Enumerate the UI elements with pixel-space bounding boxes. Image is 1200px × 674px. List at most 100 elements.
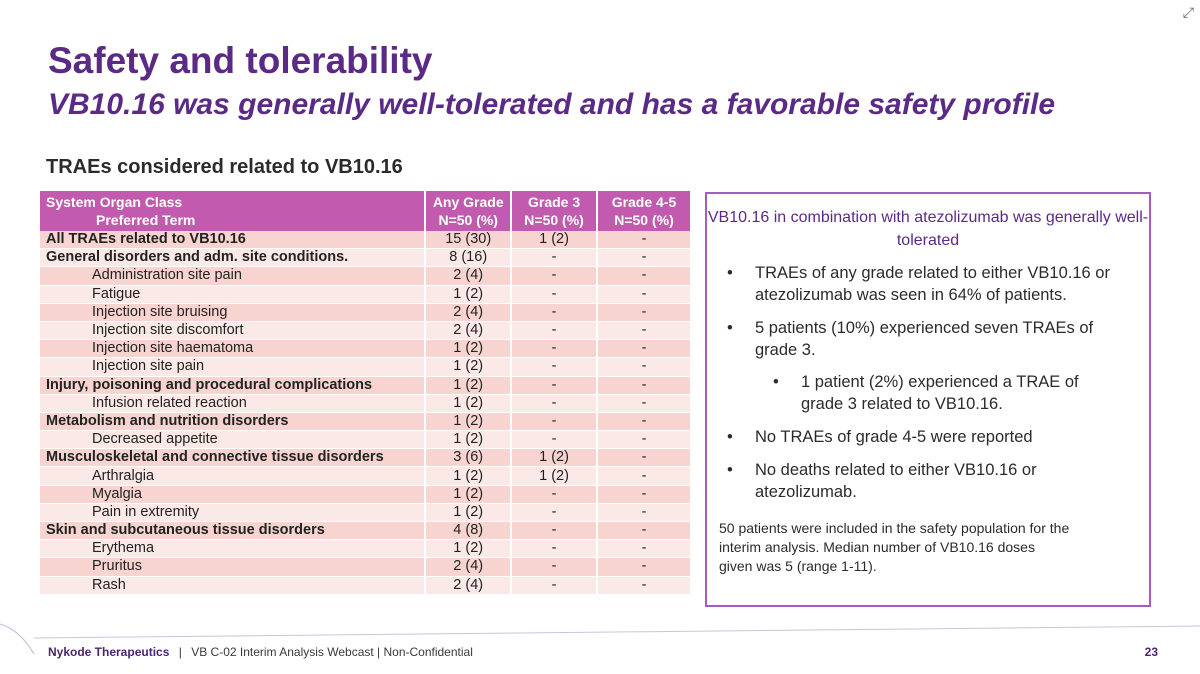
table-row: Injection site discomfort 2 (4) - - [40,321,690,341]
cell-grade-4-5: - [596,303,690,322]
summary-heading: VB10.16 in combination with atezolizumab… [707,209,1149,249]
cell-grade-4-5: - [596,285,690,304]
table-row: Decreased appetite 1 (2) - - [40,430,690,450]
cell-term: General disorders and adm. site conditio… [40,248,427,268]
cell-any-grade: 2 (4) [425,321,513,341]
cell-any-grade: 1 (2) [425,394,513,413]
cell-grade-3: - [511,248,598,268]
footer-divider [0,623,1200,655]
header-grade-3: Grade 3 N=50 (%) [511,191,598,231]
cell-term: Myalgia [40,485,427,504]
header-system-organ-class: System Organ Class Preferred Term [40,191,427,231]
cell-term: Administration site pain [40,266,427,286]
cell-grade-4-5: - [596,321,690,341]
cell-grade-3: - [511,503,598,523]
cell-grade-3: 1 (2) [511,231,598,250]
table-row: Arthralgia 1 (2) 1 (2) - [40,466,690,486]
cell-grade-3: - [511,430,598,450]
cell-grade-3: - [511,321,598,341]
cell-grade-4-5: - [596,576,690,595]
cell-grade-4-5: - [596,485,690,504]
cell-grade-3: - [511,539,598,559]
cell-any-grade: 15 (30) [425,231,513,250]
cell-any-grade: 1 (2) [425,285,513,304]
bullet-dot: • [727,428,733,446]
summary-bullet: • TRAEs of any grade related to either V… [727,262,1127,306]
cell-any-grade: 2 (4) [425,557,513,577]
table-body: All TRAEs related to VB10.16 15 (30) 1 (2)… [40,231,690,595]
table-heading: TRAEs considered related to VB10.16 [46,156,403,178]
cell-grade-3: - [511,376,598,395]
cell-grade-4-5: - [596,521,690,541]
cell-term: Pain in extremity [40,503,427,523]
bullet-dot: • [727,319,733,337]
cell-any-grade: 4 (8) [425,521,513,541]
cell-grade-3: - [511,576,598,595]
table-row: General disorders and adm. site conditio… [40,248,690,268]
cell-term: Injection site discomfort [40,321,427,341]
table-row: Pain in extremity 1 (2) - - [40,503,690,523]
cell-grade-4-5: - [596,248,690,268]
header-any-grade: Any Grade N=50 (%) [425,191,513,231]
cell-grade-4-5: - [596,394,690,413]
cell-grade-3: - [511,394,598,413]
cell-grade-4-5: - [596,231,690,250]
cell-term: Rash [40,576,427,595]
cell-any-grade: 1 (2) [425,412,513,432]
cell-grade-3: - [511,485,598,504]
cell-grade-4-5: - [596,557,690,577]
table-row: Musculoskeletal and connective tissue di… [40,448,690,468]
bullet-text: No deaths related to either VB10.16 or a… [755,461,1037,501]
bullet-text: TRAEs of any grade related to either VB1… [755,264,1110,304]
cell-any-grade: 2 (4) [425,266,513,286]
cell-term: Injury, poisoning and procedural complic… [40,376,427,395]
bullet-text: 5 patients (10%) experienced seven TRAEs… [755,319,1094,359]
bullet-dot: • [727,264,733,282]
expand-icon[interactable]: ⤢ [1182,4,1194,20]
header-grade-4-5: Grade 4-5 N=50 (%) [596,191,690,231]
page-number: 23 [1144,645,1158,659]
table-row: Rash 2 (4) - - [40,576,690,595]
cell-grade-3: - [511,285,598,304]
summary-bullet: • No TRAEs of grade 4-5 were reported [727,426,1127,448]
cell-grade-3: - [511,557,598,577]
page-subtitle: VB10.16 was generally well-tolerated and… [48,88,1056,121]
cell-grade-3: - [511,357,598,377]
cell-any-grade: 1 (2) [425,539,513,559]
bullet-text: No TRAEs of grade 4-5 were reported [755,428,1033,446]
table-row: Myalgia 1 (2) - - [40,485,690,504]
cell-grade-4-5: - [596,448,690,468]
cell-term: Fatigue [40,285,427,304]
cell-grade-3: - [511,303,598,322]
table-row: Injury, poisoning and procedural complic… [40,376,690,395]
table-row: Administration site pain 2 (4) - - [40,266,690,286]
table-row: All TRAEs related to VB10.16 15 (30) 1 (2)… [40,231,690,250]
safety-population-note: 50 patients were included in the safety … [719,520,1070,574]
cell-any-grade: 1 (2) [425,376,513,395]
cell-any-grade: 1 (2) [425,503,513,523]
cell-term: Skin and subcutaneous tissue disorders [40,521,427,541]
cell-term: Musculoskeletal and connective tissue di… [40,448,427,468]
header-preferred-term-label: Preferred Term [96,212,196,228]
cell-grade-4-5: - [596,430,690,450]
cell-grade-4-5: - [596,266,690,286]
cell-term: Injection site bruising [40,303,427,322]
cell-grade-4-5: - [596,466,690,486]
cell-grade-4-5: - [596,503,690,523]
cell-grade-4-5: - [596,412,690,432]
summary-sub-bullet: • 1 patient (2%) experienced a TRAE of g… [773,371,1103,415]
cell-term: Decreased appetite [40,430,427,450]
cell-grade-4-5: - [596,339,690,359]
cell-any-grade: 3 (6) [425,448,513,468]
cell-any-grade: 1 (2) [425,357,513,377]
footer-company: Nykode Therapeutics [48,645,170,659]
table-row: Erythema 1 (2) - - [40,539,690,559]
cell-grade-4-5: - [596,539,690,559]
table-row: Pruritus 2 (4) - - [40,557,690,577]
bullet-dot: • [727,461,733,479]
page-title: Safety and tolerability [48,40,433,81]
cell-term: Infusion related reaction [40,394,427,413]
cell-grade-3: - [511,266,598,286]
footer-text: VB C-02 Interim Analysis Webcast | Non-C… [191,645,473,659]
summary-box: VB10.16 in combination with atezolizumab… [705,192,1151,607]
